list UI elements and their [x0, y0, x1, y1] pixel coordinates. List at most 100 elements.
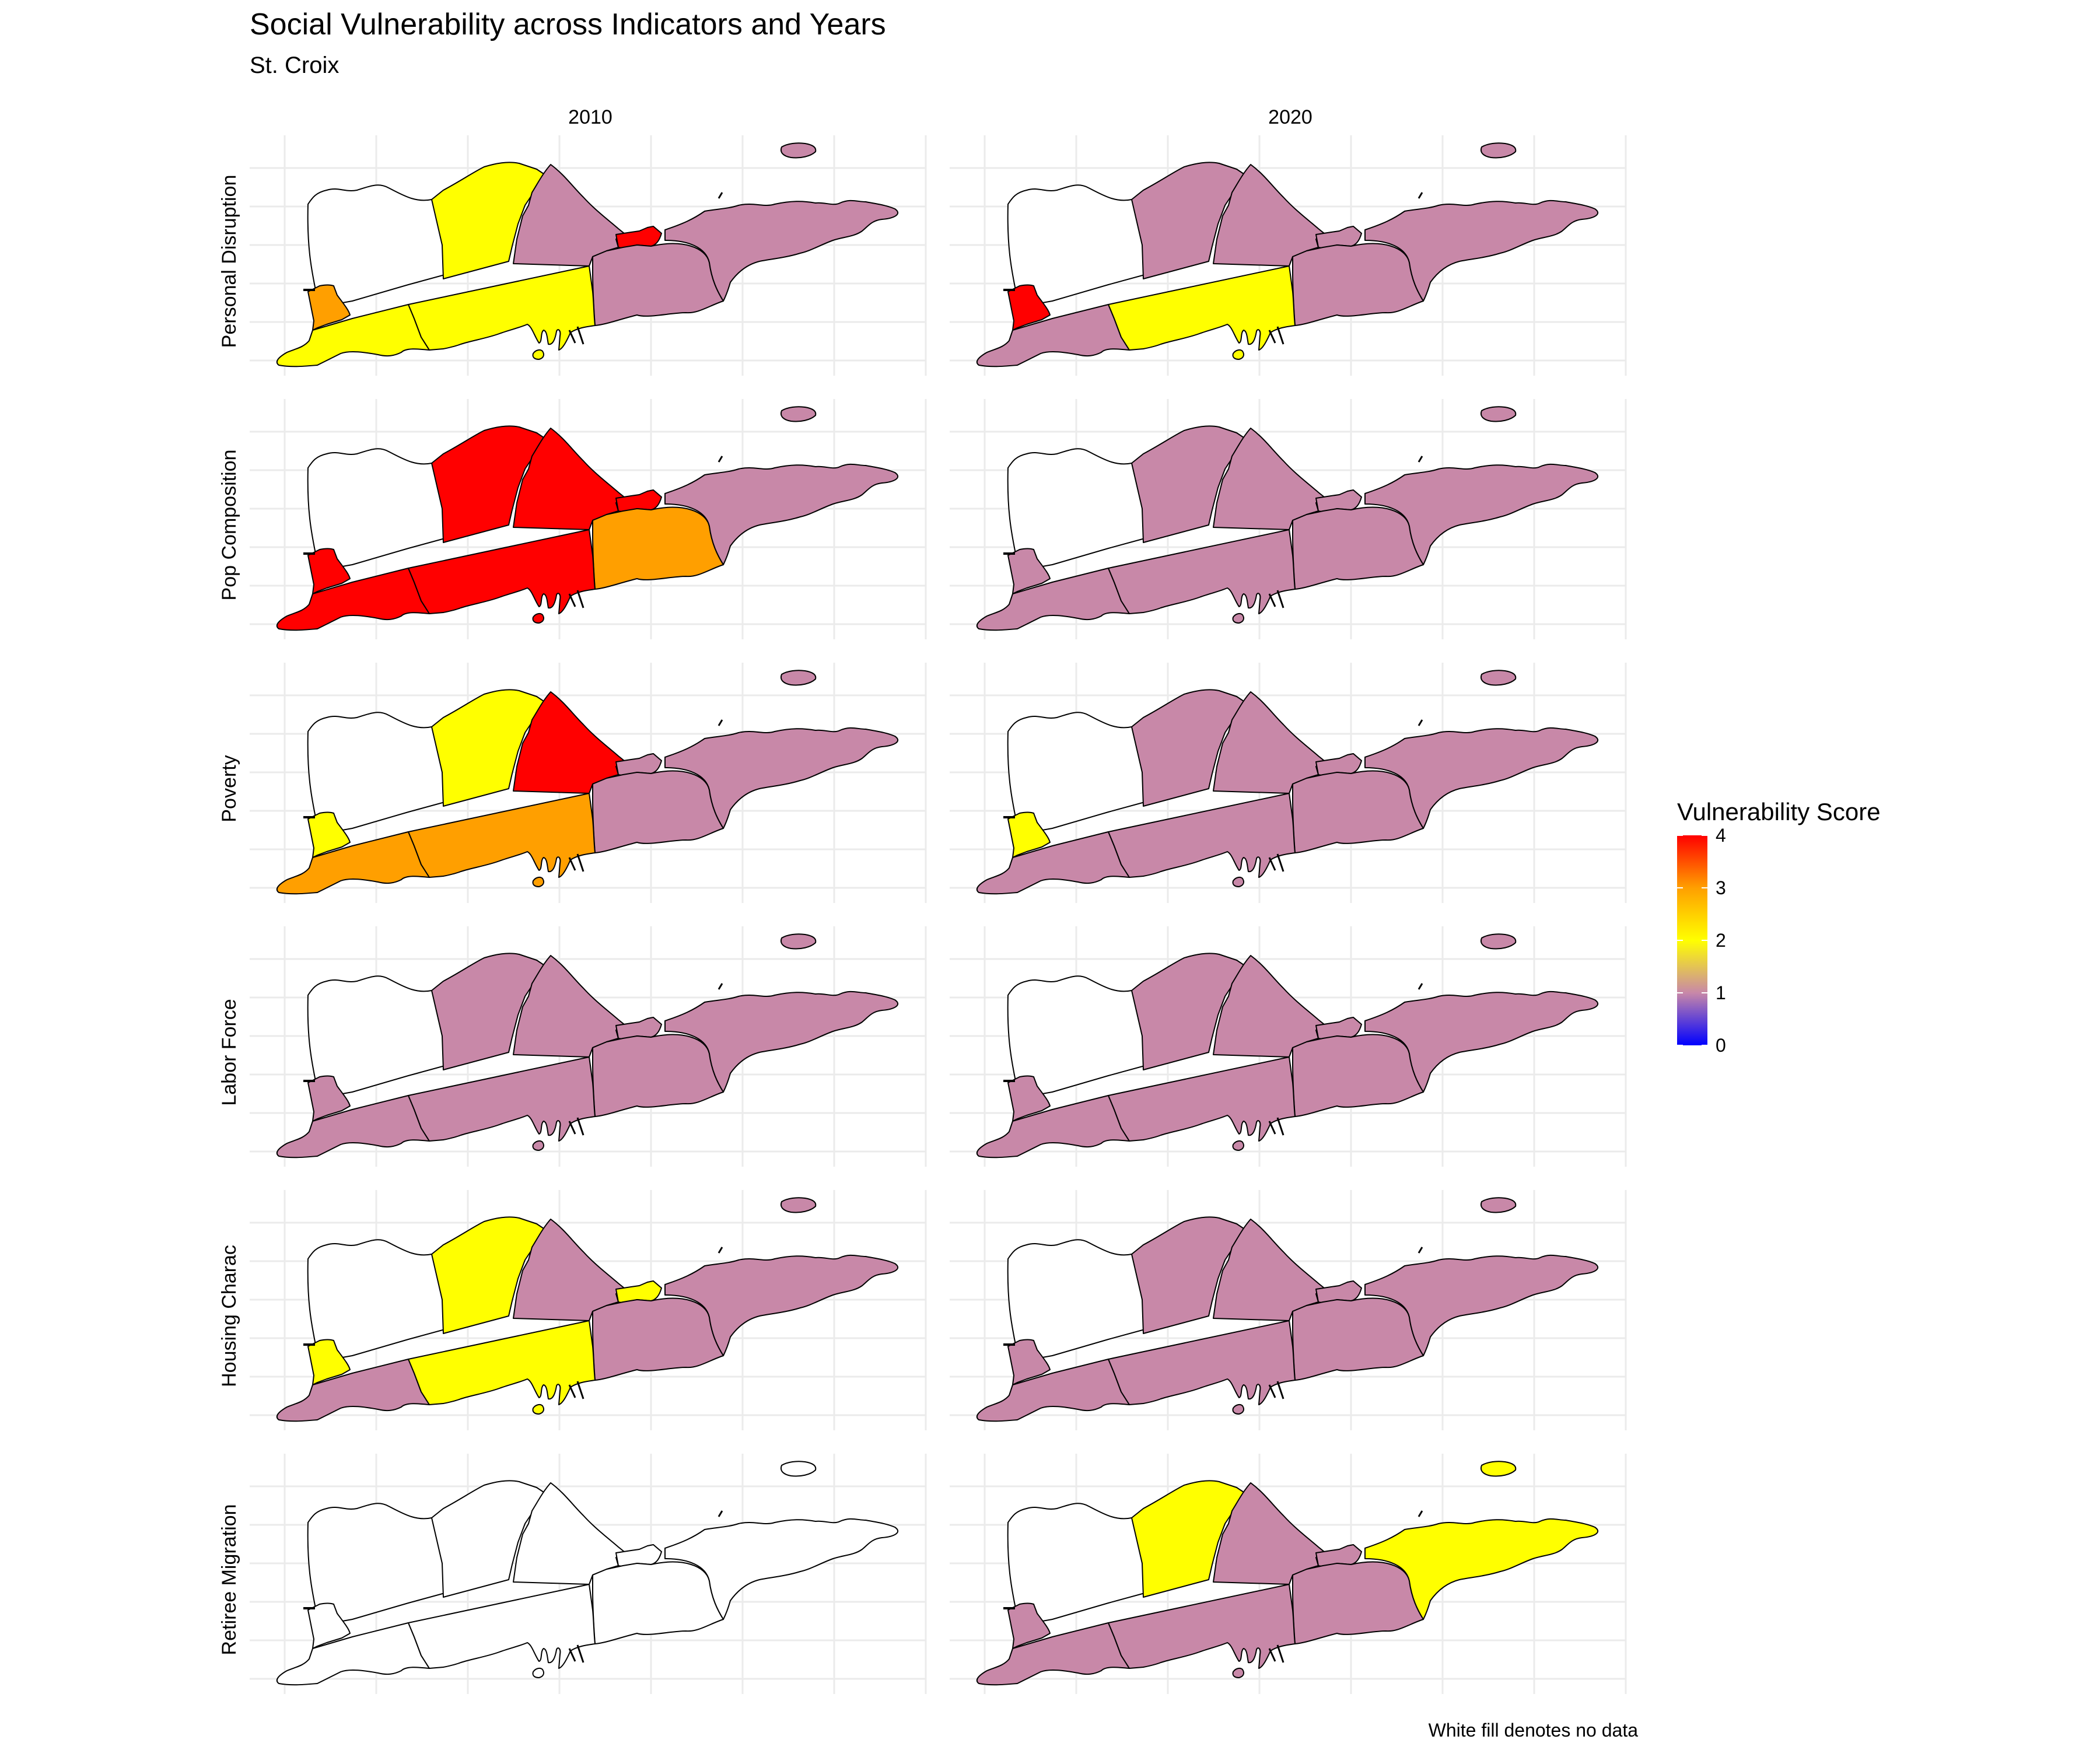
region-north-central: [431, 425, 548, 543]
region-cay: [532, 349, 544, 360]
region-buck-island: [1480, 406, 1517, 422]
region-east: [664, 200, 898, 302]
region-south-west: [276, 831, 430, 895]
region-central: [592, 243, 724, 326]
region-cay: [532, 1667, 544, 1679]
region-north-central: [1131, 425, 1248, 543]
region-south-central: [1108, 1584, 1296, 1669]
legend-tick-label: 1: [1716, 982, 1726, 1003]
region-central: [1292, 1561, 1424, 1644]
facet-panels: 2010 2020 Personal Disruption Pop Compositi…: [218, 106, 1627, 1694]
region-cay: [1232, 349, 1244, 360]
chart-subtitle: St. Croix: [250, 52, 340, 78]
chart-title: Social Vulnerability across Indicators a…: [250, 8, 886, 41]
region-west: [1007, 184, 1147, 307]
region-buck-island: [1480, 1197, 1517, 1213]
harbour-spits: [568, 1247, 723, 1399]
harbour-spits: [1268, 456, 1423, 608]
region-buck-island: [1480, 933, 1517, 950]
region-south-central: [408, 1584, 596, 1669]
region-central: [592, 1034, 724, 1117]
legend-tick-label: 0: [1716, 1035, 1726, 1056]
region-south-west: [276, 1622, 430, 1686]
harbour-spits: [1268, 983, 1423, 1136]
region-south-central: [1108, 265, 1296, 351]
region-buck-island: [780, 1197, 817, 1213]
region-central: [592, 770, 724, 853]
region-cay: [532, 1404, 544, 1415]
region-frederiksted: [307, 548, 351, 594]
facet-row-label-labor-force: Labor Force: [218, 999, 240, 1105]
region-north-central: [1131, 1480, 1248, 1598]
region-south-west: [276, 568, 430, 631]
region-north-central: [431, 1216, 548, 1334]
region-west: [307, 184, 447, 307]
region-south-west: [276, 304, 430, 368]
region-west: [307, 1239, 447, 1362]
region-cay: [532, 876, 544, 888]
region-buck-island: [1480, 670, 1517, 686]
region-central: [1292, 1034, 1424, 1117]
facet-panel-personal-disruption-2010: [250, 135, 927, 376]
facet-panel-poverty-2020: [950, 663, 1627, 903]
region-central: [592, 1561, 724, 1644]
region-buck-island: [780, 1461, 817, 1477]
harbour-spits: [568, 983, 723, 1136]
facet-panel-personal-disruption-2020: [950, 135, 1627, 376]
region-south-west: [976, 1095, 1130, 1158]
region-frederiksted: [1007, 548, 1051, 594]
region-west: [307, 975, 447, 1098]
facet-panel-housing-charac-2010: [250, 1190, 927, 1430]
region-frederiksted: [1007, 1339, 1051, 1385]
region-east: [1364, 1254, 1598, 1356]
region-frederiksted: [1007, 811, 1051, 858]
region-south-central: [408, 529, 596, 614]
region-east: [664, 727, 898, 829]
region-central: [1292, 770, 1424, 853]
facet-panel-pop-composition-2020: [950, 399, 1627, 639]
region-south-central: [1108, 1056, 1296, 1142]
region-cay: [1232, 876, 1244, 888]
region-north-central: [431, 953, 548, 1070]
region-buck-island: [780, 670, 817, 686]
harbour-spits: [1268, 719, 1423, 872]
region-cay: [532, 612, 544, 624]
region-central: [592, 506, 724, 590]
facet-row-label-retiree-migration: Retiree Migration: [218, 1504, 240, 1656]
region-south-west: [976, 1622, 1130, 1686]
region-frederiksted: [307, 284, 351, 331]
region-central: [1292, 243, 1424, 326]
region-south-central: [408, 1056, 596, 1142]
region-east: [1364, 1518, 1598, 1620]
region-south-west: [976, 304, 1130, 368]
region-south-west: [976, 568, 1130, 631]
facet-column-label-2020: 2020: [1268, 106, 1312, 128]
region-cay: [532, 1140, 544, 1152]
region-frederiksted: [307, 1075, 351, 1122]
region-east: [664, 1518, 898, 1620]
facet-panel-pop-composition-2010: [250, 399, 927, 639]
facet-panel-retiree-migration-2010: [250, 1454, 927, 1694]
region-frederiksted: [307, 811, 351, 858]
region-central: [1292, 506, 1424, 590]
region-south-central: [1108, 529, 1296, 614]
facet-panel-labor-force-2010: [250, 926, 927, 1167]
harbour-spits: [1268, 1247, 1423, 1399]
region-south-west: [276, 1359, 430, 1422]
legend-title: Vulnerability Score: [1677, 798, 1881, 825]
region-east: [664, 991, 898, 1093]
region-west: [1007, 1503, 1147, 1626]
region-frederiksted: [307, 1602, 351, 1649]
region-east: [1364, 727, 1598, 829]
region-south-west: [276, 1095, 430, 1158]
legend-tick-label: 3: [1716, 877, 1726, 898]
facet-row-label-pop-composition: Pop Composition: [218, 450, 240, 601]
region-south-central: [408, 793, 596, 878]
region-frederiksted: [1007, 1602, 1051, 1649]
region-cay: [1232, 1140, 1244, 1152]
region-west: [1007, 448, 1147, 571]
facet-panel-poverty-2010: [250, 663, 927, 903]
facet-column-label-2010: 2010: [568, 106, 612, 128]
region-west: [307, 712, 447, 835]
legend-tick-label: 4: [1716, 825, 1726, 846]
